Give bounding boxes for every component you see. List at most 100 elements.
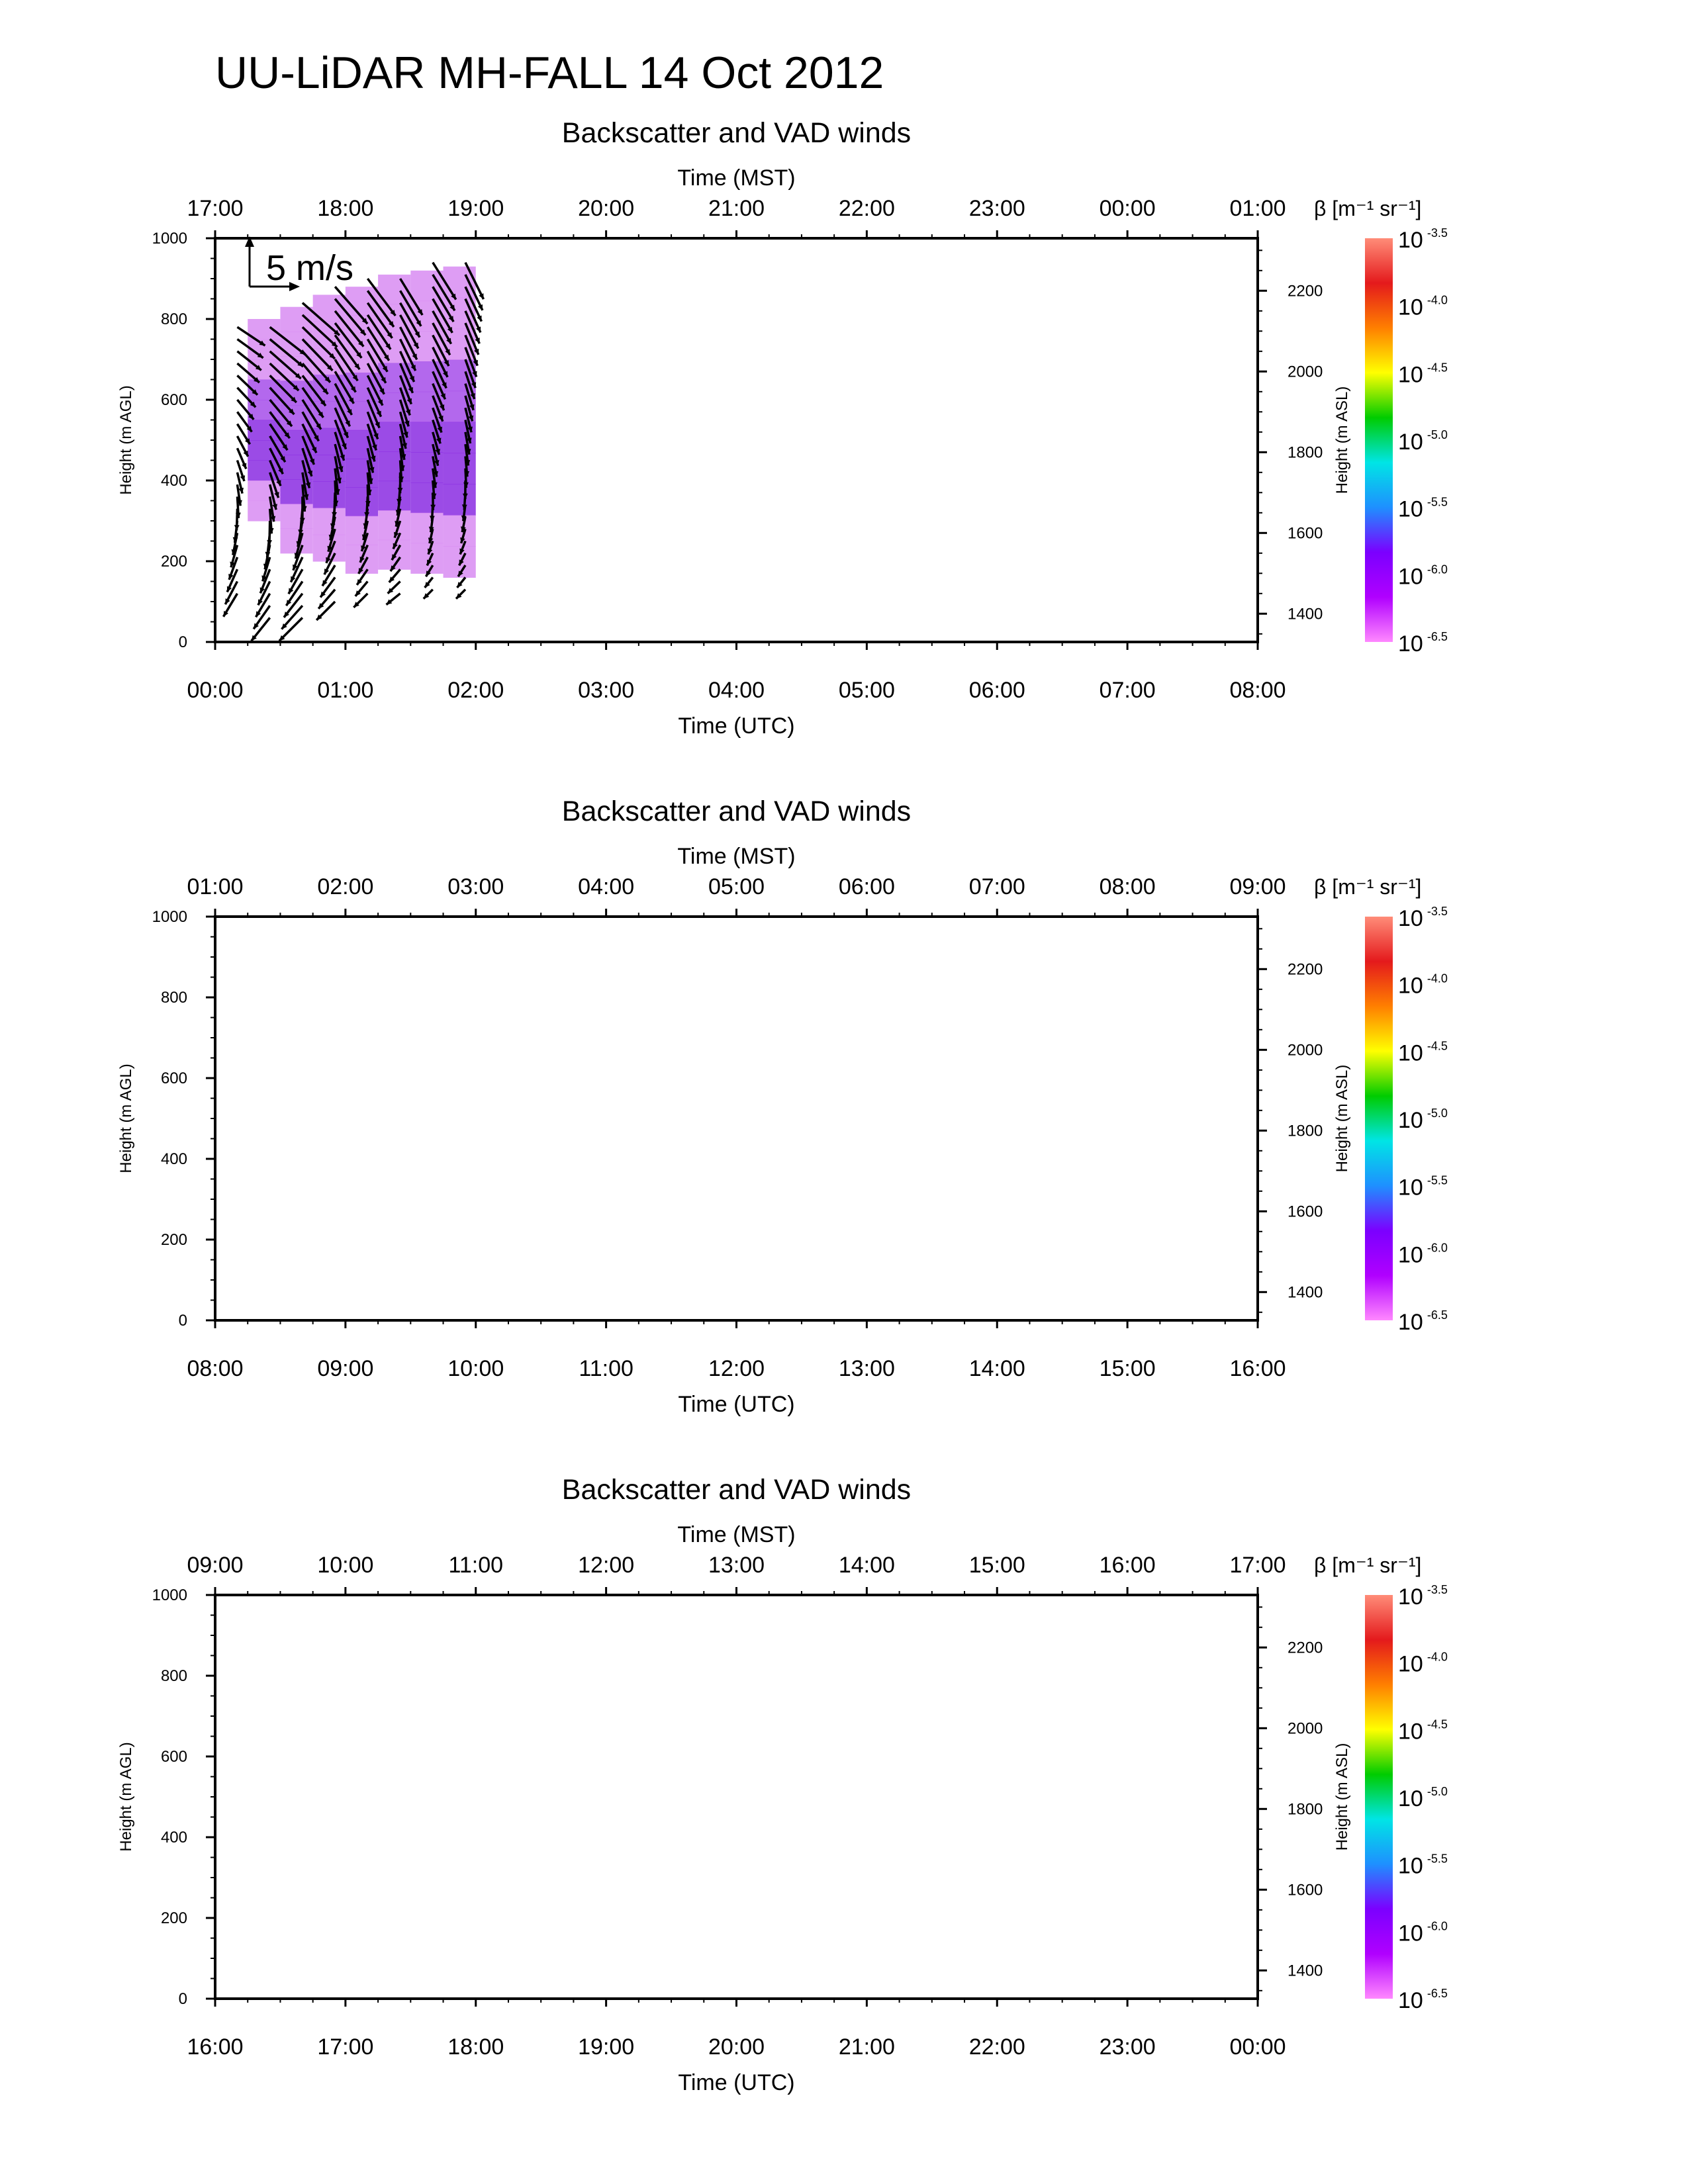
x2-tick-label: 08:00	[1100, 874, 1156, 899]
x-axis-title: Time (UTC)	[678, 2070, 794, 2095]
wind-arrowhead	[459, 548, 465, 555]
wind-arrowhead	[347, 408, 352, 415]
wind-arrowhead	[448, 316, 454, 322]
y2-tick-label: 1800	[1288, 443, 1323, 461]
y2-axis-title: Height (m ASL)	[1333, 1743, 1351, 1851]
wind-arrowhead	[427, 548, 433, 555]
y-tick-label: 200	[161, 553, 187, 570]
wind-arrowhead	[417, 309, 423, 316]
y-tick-label: 200	[161, 1231, 187, 1249]
wind-arrowhead	[373, 433, 379, 439]
x-tick-label: 11:00	[579, 1356, 633, 1381]
backscatter-cell	[410, 543, 444, 574]
wind-arrowhead	[244, 438, 250, 445]
colorbar-label: 10 -5.5	[1398, 496, 1448, 522]
wind-arrowhead	[238, 487, 244, 494]
x-axis-title: Time (UTC)	[678, 713, 794, 739]
wind-arrowhead	[463, 482, 469, 488]
colorbar-label: 10 -5.5	[1398, 1174, 1448, 1201]
top-axis-title: Time (MST)	[677, 844, 795, 869]
wind-arrow	[366, 350, 387, 384]
wind-arrowhead	[311, 447, 316, 453]
wind-arrowhead	[395, 510, 401, 516]
wind-arrowhead	[330, 523, 336, 529]
x2-tick-label: 22:00	[839, 196, 895, 221]
colorbar-gradient	[1365, 1595, 1393, 1999]
wind-arrowhead	[283, 612, 289, 617]
wind-arrowhead	[276, 480, 281, 486]
wind-arrowhead	[354, 363, 360, 370]
wind-arrowhead	[352, 375, 358, 381]
x-tick-label: 06:00	[969, 678, 1025, 703]
wind-arrow	[432, 310, 453, 345]
wind-arrowhead	[248, 414, 254, 420]
x2-tick-label: 02:00	[317, 874, 373, 899]
wind-arrowhead	[240, 475, 246, 481]
wind-arrowhead	[474, 348, 479, 355]
wind-arrowhead	[324, 376, 330, 383]
y-tick-label: 400	[161, 1150, 187, 1168]
wind-arrowhead	[286, 600, 292, 606]
wind-arrowhead	[361, 545, 366, 552]
x2-tick-label: 16:00	[1100, 1553, 1156, 1578]
wind-arrowhead	[363, 523, 369, 529]
wind-arrowhead	[404, 420, 410, 427]
y-tick-label: 400	[161, 1829, 187, 1846]
wind-arrow	[399, 278, 424, 316]
wind-arrowhead	[274, 492, 279, 498]
wind-arrowhead	[256, 611, 261, 617]
top-axis-title: Time (MST)	[677, 1522, 795, 1547]
colorbar-label: 10 -6.0	[1398, 563, 1448, 589]
wind-arrowhead	[464, 471, 470, 477]
wind-arrowhead	[479, 293, 484, 300]
wind-arrowhead	[472, 371, 477, 377]
wind-arrow	[301, 375, 327, 407]
wind-arrow	[464, 261, 485, 300]
backscatter-cell	[443, 453, 476, 485]
wind-arrow	[269, 411, 291, 439]
wind-arrowhead	[405, 409, 411, 416]
wind-arrow	[301, 350, 332, 383]
x-tick-label: 01:00	[317, 678, 373, 703]
wind-arrow	[464, 310, 481, 344]
wind-arrowhead	[291, 576, 296, 582]
panel-title: Backscatter and VAD winds	[562, 1474, 911, 1506]
wind-arrowhead	[355, 590, 361, 596]
wind-arrowhead	[294, 553, 300, 559]
wind-arrowhead	[334, 489, 340, 495]
wind-arrow	[366, 314, 392, 350]
wind-arrow	[366, 338, 389, 373]
wind-arrow	[334, 322, 363, 359]
y2-tick-label: 1800	[1288, 1122, 1323, 1140]
wind-arrowhead	[386, 599, 393, 605]
x2-tick-label: 17:00	[187, 196, 243, 221]
wind-arrowhead	[286, 420, 292, 427]
panel-1: Backscatter and VAD winds Time (MST) Time …	[117, 117, 1448, 739]
wind-arrowhead	[440, 393, 445, 400]
y-tick-label: 800	[161, 310, 187, 328]
y2-axis-title: Height (m ASL)	[1333, 387, 1351, 494]
wind-arrow	[464, 334, 479, 367]
wind-arrowhead	[320, 400, 326, 406]
wind-arrowhead	[445, 349, 450, 355]
wind-arrowhead	[334, 330, 340, 336]
y2-tick-label: 2000	[1288, 1719, 1323, 1737]
wind-arrowhead	[434, 459, 440, 466]
wind-arrowhead	[289, 408, 295, 415]
x-tick-label: 12:00	[708, 1356, 765, 1381]
wind-arrow	[366, 290, 395, 328]
wind-arrow	[269, 338, 305, 368]
colorbar-label: 10 -6.5	[1398, 1308, 1448, 1335]
wind-arrowhead	[252, 389, 258, 395]
wind-arrowhead	[225, 598, 230, 605]
wind-arrow	[432, 334, 450, 367]
wind-arrowhead	[382, 365, 388, 372]
wind-arrowhead	[296, 541, 302, 547]
wind-arrowhead	[242, 463, 247, 469]
wind-arrowhead	[263, 563, 269, 570]
wind-arrowhead	[399, 465, 405, 471]
wind-arrowhead	[377, 399, 383, 406]
wind-arrowhead	[461, 515, 467, 522]
y-tick-label: 600	[161, 1748, 187, 1766]
wind-arrowhead	[348, 397, 354, 404]
